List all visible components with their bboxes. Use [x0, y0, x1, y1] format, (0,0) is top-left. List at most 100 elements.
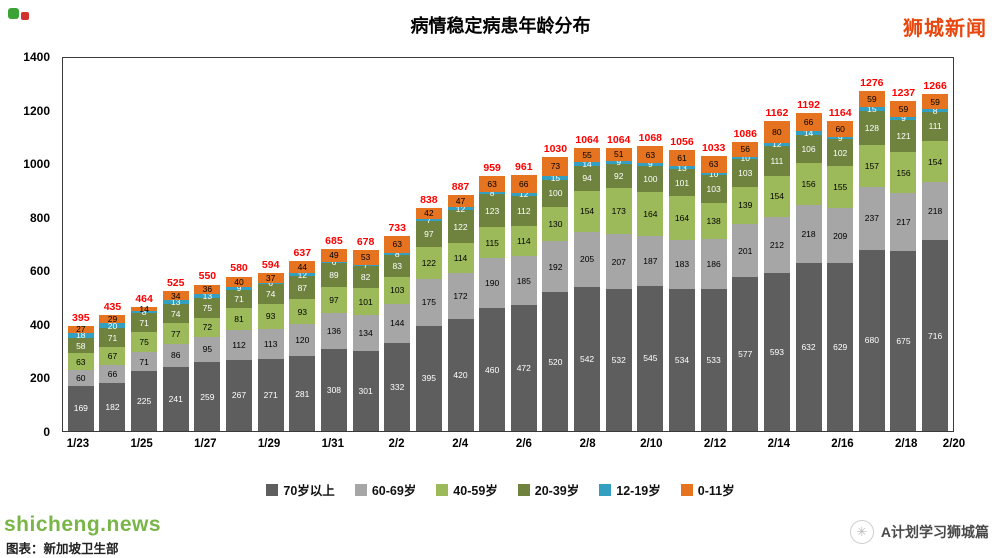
- segment-value-label: 13: [202, 290, 213, 301]
- segment-0-11岁: 59: [922, 93, 949, 110]
- segment-value-label: 66: [519, 178, 529, 189]
- top-left-decoration: [8, 6, 48, 28]
- segment-20-39岁: 71: [131, 313, 158, 333]
- segment-40-59岁: 81: [226, 308, 253, 331]
- segment-value-label: 67: [107, 350, 118, 361]
- segment-0-11岁: 27: [67, 325, 94, 333]
- segment-value-label: 93: [297, 306, 308, 317]
- segment-value-label: 577: [738, 348, 753, 359]
- segment-0-11岁: 59: [890, 101, 917, 118]
- segment-70岁以上: 542: [574, 286, 601, 431]
- red-seal-icon: [21, 12, 29, 20]
- segment-value-label: 114: [453, 252, 468, 263]
- segment-value-label: 9: [616, 157, 622, 168]
- segment-value-label: 301: [358, 385, 373, 396]
- segment-value-label: 59: [867, 93, 877, 104]
- segment-70岁以上: 472: [510, 305, 537, 431]
- segment-value-label: 164: [674, 212, 690, 223]
- segment-0-11岁: 51: [605, 147, 632, 162]
- segment-value-label: 632: [801, 341, 816, 352]
- bar-1/25: 225 71 75 71 8 14 464: [131, 58, 158, 431]
- segment-60-69岁: 207: [605, 234, 632, 290]
- segment-value-label: 58: [76, 340, 86, 351]
- legend-item-0-11岁: 0-11岁: [680, 480, 735, 499]
- bar-stack: 577 201 139 103 10 56: [732, 58, 759, 431]
- bar-1/24: 182 66 67 71 20 29 435: [99, 58, 126, 431]
- bar-2/8: 542 205 154 94 14 55 1064: [574, 58, 601, 431]
- segment-60-69岁: 86: [162, 343, 189, 367]
- segment-60-69岁: 144: [384, 304, 411, 343]
- segment-value-label: 63: [392, 238, 402, 249]
- segment-12-19岁: 8: [479, 189, 506, 197]
- segment-value-label: 308: [326, 384, 342, 395]
- segment-value-label: 192: [548, 261, 563, 272]
- segment-value-label: 130: [548, 218, 563, 229]
- bar-stack: 241 86 77 74 13 34: [162, 58, 189, 431]
- bar-2/13: 577 201 139 103 10 56 1086: [732, 58, 759, 431]
- segment-60-69岁: 218: [795, 204, 822, 263]
- bar-2/17: 680 237 157 128 15 59 1276: [858, 58, 885, 431]
- segment-value-label: 8: [394, 248, 400, 259]
- legend-label: 12-19岁: [616, 484, 661, 498]
- segment-20-39岁: 71: [226, 289, 253, 309]
- bar-stack: 301 134 101 82 7 53: [352, 58, 379, 431]
- bar-stack: 533 186 138 103 10 63: [700, 58, 727, 431]
- total-label: 685: [325, 234, 343, 247]
- segment-value-label: 40: [234, 276, 244, 287]
- bar-stack: 716 218 154 111 8 59: [922, 58, 949, 431]
- segment-12-19岁: 15: [542, 174, 569, 182]
- total-label: 435: [103, 301, 122, 314]
- segment-60-69岁: 205: [574, 232, 601, 287]
- segment-12-19岁: 12: [763, 140, 790, 148]
- total-label: 525: [166, 277, 185, 290]
- segment-60-69岁: 187: [637, 235, 664, 286]
- segment-70岁以上: 545: [637, 285, 664, 431]
- segment-value-label: 183: [674, 259, 690, 270]
- segment-value-label: 63: [76, 356, 86, 367]
- segment-60-69岁: 209: [827, 207, 854, 264]
- segment-value-label: 29: [107, 313, 118, 324]
- segment-value-label: 63: [487, 178, 497, 189]
- segment-value-label: 138: [706, 215, 721, 226]
- segment-12-19岁: 9: [890, 114, 917, 122]
- segment-0-11岁: 42: [415, 207, 442, 219]
- segment-20-39岁: 94: [574, 165, 601, 191]
- segment-value-label: 63: [645, 149, 656, 160]
- bar-2/11: 534 183 164 101 13 61 1056: [668, 58, 695, 431]
- segment-70岁以上: 267: [226, 359, 253, 431]
- segment-60-69岁: 190: [479, 257, 506, 309]
- segment-0-11岁: 14: [131, 305, 158, 313]
- segment-70岁以上: 395: [415, 325, 442, 431]
- segment-0-11岁: 40: [226, 276, 253, 288]
- y-tick-label: 200: [29, 371, 50, 386]
- legend-label: 20-39岁: [534, 484, 580, 498]
- segment-value-label: 420: [453, 369, 468, 380]
- segment-70岁以上: 716: [922, 240, 949, 431]
- segment-value-label: 106: [801, 143, 816, 154]
- total-label: 1164: [828, 106, 852, 119]
- plot-area: 169 60 63 58 18 27 395 182 66 67 71 20 29 435 225 71 75 7…: [62, 57, 954, 432]
- segment-value-label: 9: [901, 113, 906, 124]
- segment-12-19岁: 13: [162, 298, 189, 306]
- total-label: 1056: [670, 135, 694, 148]
- segment-20-39岁: 106: [795, 134, 822, 163]
- segment-0-11岁: 36: [194, 284, 221, 295]
- segment-value-label: 71: [234, 293, 244, 304]
- segment-value-label: 89: [329, 269, 339, 280]
- segment-20-39岁: 111: [763, 145, 790, 176]
- segment-value-label: 154: [928, 156, 943, 167]
- segment-12-19岁: 13: [668, 163, 695, 171]
- segment-12-19岁: 18: [67, 331, 94, 339]
- segment-value-label: 156: [896, 167, 911, 178]
- segment-value-label: 593: [769, 346, 784, 357]
- segment-value-label: 520: [548, 356, 563, 367]
- segment-value-label: 395: [421, 373, 436, 384]
- segment-12-19岁: 9: [226, 284, 253, 292]
- segment-40-59岁: 157: [858, 144, 885, 187]
- segment-value-label: 225: [137, 395, 152, 406]
- segment-value-label: 144: [390, 318, 405, 329]
- segment-0-11岁: 80: [763, 121, 790, 143]
- x-tick-label: 1/29: [257, 438, 281, 450]
- segment-value-label: 83: [392, 260, 402, 271]
- segment-value-label: 201: [738, 245, 753, 256]
